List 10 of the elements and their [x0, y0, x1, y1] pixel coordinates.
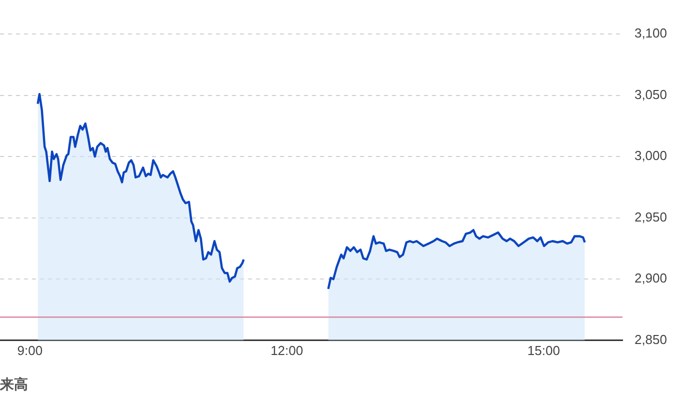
x-tick-label: 12:00 — [270, 342, 304, 358]
y-tick-label: 2,900 — [634, 270, 668, 286]
y-tick-label: 2,850 — [634, 332, 668, 347]
y-tick-label: 3,000 — [634, 148, 668, 164]
y-tick-label: 3,050 — [634, 86, 668, 102]
y-tick-label: 2,950 — [634, 209, 668, 224]
x-tick-label: 9:00 — [17, 342, 43, 358]
x-tick-label: 15:00 — [527, 342, 560, 358]
y-tick-label: 3,100 — [634, 26, 668, 41]
text: 来高 — [0, 376, 28, 394]
